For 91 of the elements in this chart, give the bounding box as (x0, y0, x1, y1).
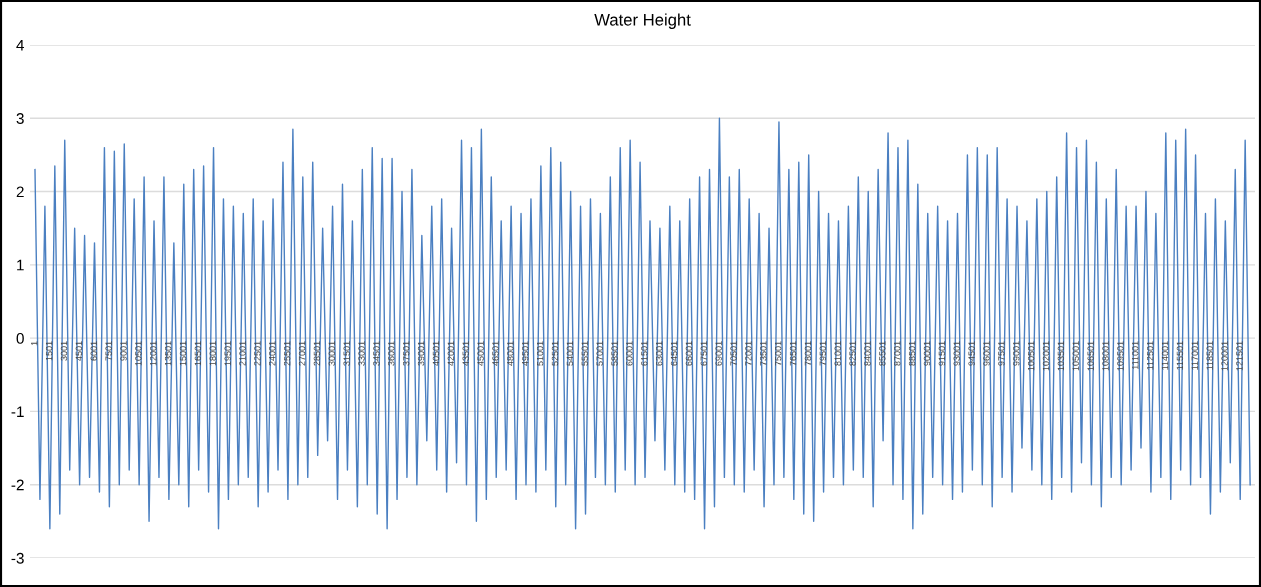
x-tick-label: 100501 (1027, 341, 1035, 371)
x-tick-label: 1501 (45, 341, 53, 361)
x-tick-label: 60001 (626, 341, 633, 366)
x-tick-label: 36001 (388, 341, 395, 366)
x-tick-label: 67501 (700, 341, 707, 366)
x-tick-label: 108001 (1102, 341, 1109, 371)
x-tick-label: 118501 (1206, 341, 1213, 370)
x-tick-label: 30001 (328, 341, 335, 366)
x-tick-label: 33001 (358, 341, 365, 366)
x-tick-label: 85501 (879, 341, 886, 366)
x-tick-label: 45001 (477, 341, 484, 366)
x-tick-label: 37501 (402, 341, 410, 366)
x-tick-label: 40501 (432, 341, 440, 366)
y-tick-label: 0 (16, 333, 24, 344)
x-tick-label: 91501 (938, 341, 946, 366)
x-tick-label: 43501 (462, 341, 469, 366)
x-tick-label: 18001 (209, 341, 216, 366)
x-tick-label: 120001 (1221, 341, 1228, 371)
x-tick-label: 70501 (730, 341, 737, 366)
x-tick-label: 72001 (745, 341, 752, 366)
x-tick-label: 25501 (283, 341, 291, 366)
x-tick-label: 61501 (641, 341, 648, 366)
x-tick-label: 96001 (983, 341, 990, 366)
x-tick-label: 58501 (611, 341, 618, 366)
x-tick-label: 102001 (1042, 341, 1050, 371)
x-tick-label: 42001 (447, 341, 455, 366)
y-tick-label: 3 (16, 113, 24, 124)
x-tick-label: 55501 (581, 341, 588, 366)
x-tick-label: 121501 (1236, 341, 1243, 371)
x-tick-label: 21001 (239, 341, 246, 366)
x-tick-label: 48001 (507, 341, 514, 366)
x-tick-label: 79501 (819, 341, 827, 366)
x-tick-label: 13501 (164, 341, 172, 366)
x-tick-label: 114001 (1161, 341, 1169, 370)
x-tick-label: 105001 (1072, 341, 1079, 371)
y-tick-label: -2 (11, 479, 24, 491)
x-tick-label: 81001 (834, 341, 841, 366)
chart-title: Water Height (594, 13, 691, 29)
x-tick-label: 27001 (298, 341, 306, 366)
x-tick-label: 39001 (417, 341, 425, 366)
x-tick-label: 57001 (596, 341, 603, 366)
x-tick-label: 93001 (953, 341, 960, 366)
y-tick-label: 4 (16, 39, 25, 51)
x-tick-label: 66001 (685, 341, 693, 366)
x-tick-label: 106501 (1087, 341, 1094, 371)
x-tick-label: 15001 (179, 341, 187, 366)
x-tick-label: 75001 (774, 341, 782, 366)
x-tick-label: 87001 (894, 341, 901, 366)
x-tick-label: 99001 (1013, 341, 1020, 366)
y-tick-label: -3 (11, 552, 24, 564)
x-tick-label: 19501 (224, 341, 231, 366)
x-tick-label: 54001 (566, 341, 574, 366)
x-tick-label: 117001 (1191, 341, 1198, 370)
x-tick-label: 7501 (105, 341, 112, 361)
x-tick-label: 111001 (1132, 341, 1139, 370)
x-tick-label: 49501 (522, 341, 529, 366)
y-tick-label: -1 (11, 406, 24, 417)
x-tick-label: 82501 (849, 341, 856, 366)
x-tick-label: 3001 (60, 341, 68, 361)
x-tick-label: 16501 (194, 341, 202, 366)
x-tick-label: 112501 (1146, 341, 1154, 370)
x-tick-label: 76501 (789, 341, 797, 366)
x-tick-label: 69001 (715, 341, 722, 366)
x-tick-label: 46501 (492, 341, 499, 366)
x-tick-label: 31501 (343, 341, 350, 366)
x-tick-label: 9001 (120, 341, 127, 361)
x-tick-label: 97501 (998, 341, 1005, 366)
x-tick-label: 90001 (923, 341, 931, 366)
x-tick-label: 84001 (864, 341, 871, 366)
x-tick-label: 103501 (1057, 341, 1065, 371)
y-tick-label: 1 (17, 259, 24, 271)
x-tick-label: 1 (31, 341, 38, 346)
y-tick-label: 2 (16, 186, 24, 198)
x-tick-label: 22501 (254, 341, 261, 366)
x-tick-label: 10501 (135, 341, 142, 366)
x-tick-label: 63001 (655, 341, 663, 366)
x-tick-label: 78001 (804, 341, 812, 366)
x-tick-label: 115501 (1176, 341, 1184, 370)
x-tick-label: 52501 (551, 341, 559, 366)
x-tick-label: 88501 (908, 341, 916, 366)
x-tick-label: 73501 (760, 341, 767, 366)
x-tick-label: 94501 (968, 341, 975, 366)
x-tick-label: 28501 (313, 341, 321, 366)
x-tick-label: 24001 (269, 341, 276, 366)
x-tick-label: 109501 (1117, 341, 1124, 371)
x-tick-label: 51001 (536, 341, 544, 366)
x-tick-label: 12001 (150, 341, 157, 366)
x-tick-label: 34501 (373, 341, 380, 366)
x-tick-label: 4501 (75, 341, 83, 361)
x-tick-label: 6001 (90, 341, 97, 361)
x-tick-label: 64501 (670, 341, 678, 366)
